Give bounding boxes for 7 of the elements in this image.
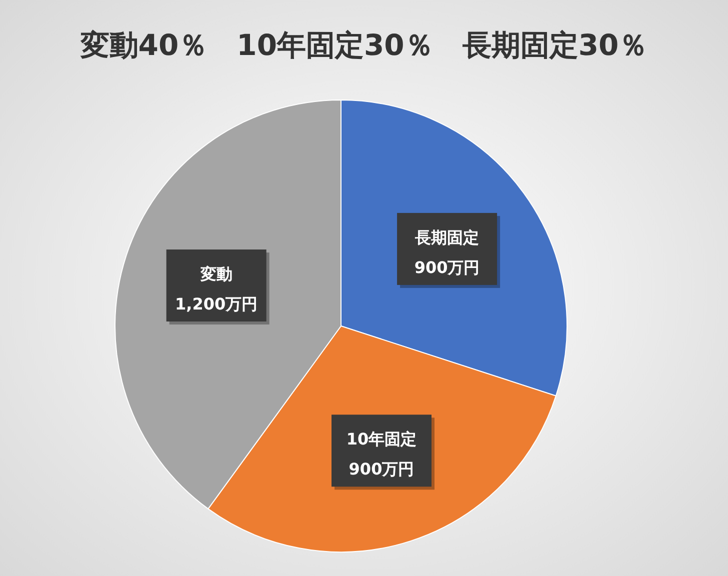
chart-title: 変動40％ 10年固定30％ 長期固定30％ (79, 28, 648, 62)
slice-label: 長期固定 (414, 228, 480, 247)
slice-label: 10年固定 (346, 430, 417, 449)
slice-label: 変動 (199, 264, 232, 284)
data-label: 1,200万円 (175, 294, 258, 314)
data-label: 900万円 (348, 460, 414, 479)
data-label: 900万円 (414, 258, 480, 277)
